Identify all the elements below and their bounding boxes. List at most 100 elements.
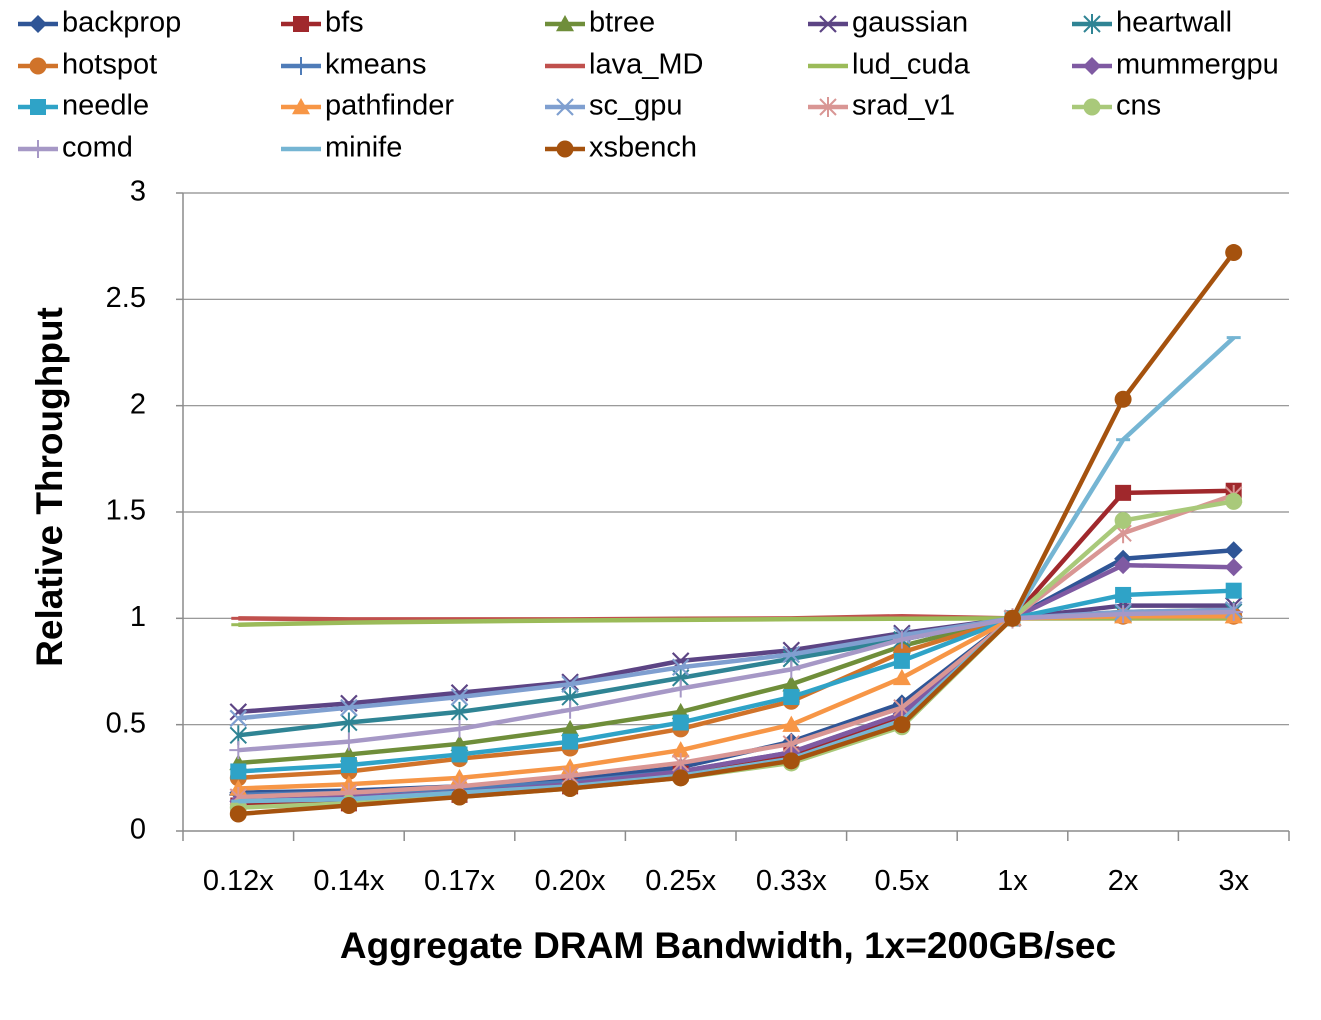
legend: backprop bfs btree gaussian heartwall hotspot…	[18, 7, 1279, 164]
y-tick-label: 3	[130, 176, 146, 208]
data-point-comd	[561, 700, 580, 719]
x-tick-label: 0.12x	[203, 865, 274, 897]
x-tick-label: 0.14x	[313, 865, 384, 897]
legend-item-pathfinder: pathfinder	[281, 90, 454, 122]
legend-marker	[1083, 57, 1101, 75]
y-tick-label: 0.5	[106, 707, 146, 739]
legend-marker	[292, 57, 310, 75]
legend-label: backprop	[62, 7, 181, 39]
data-point-pathfinder	[671, 741, 690, 758]
data-point-xsbench	[672, 769, 690, 787]
data-point-xsbench	[893, 716, 911, 734]
legend-label: lava_MD	[589, 49, 703, 81]
series-line-comd	[238, 609, 1234, 753]
legend-item-heartwall: heartwall	[1072, 7, 1232, 39]
data-point-comd	[450, 719, 469, 738]
series-line-backprop	[238, 548, 1234, 795]
legend-item-srad_v1: srad_v1	[808, 90, 955, 122]
legend-item-lava_MD: lava_MD	[545, 49, 703, 81]
series-line-bfs	[238, 488, 1234, 808]
series-line-gaussian	[238, 603, 1234, 715]
legend-label: sc_gpu	[589, 90, 683, 122]
x-axis-title: Aggregate DRAM Bandwidth, 1x=200GB/sec	[340, 925, 1116, 966]
legend-marker	[1083, 14, 1101, 34]
x-tick-label: 1x	[997, 865, 1028, 897]
legend-item-mummergpu: mummergpu	[1072, 49, 1279, 81]
data-point-needle	[893, 652, 910, 669]
data-point-needle	[783, 689, 800, 706]
data-point-xsbench	[561, 779, 579, 797]
data-point-cns	[1225, 492, 1243, 510]
legend-marker	[293, 16, 309, 32]
series-line-srad_v1	[238, 492, 1235, 800]
legend-label: btree	[589, 7, 655, 39]
data-point-needle	[672, 714, 689, 731]
series-line-btree	[238, 607, 1234, 766]
data-point-needle	[1225, 582, 1242, 599]
x-tick-label: 0.17x	[424, 865, 495, 897]
data-point-needle	[230, 763, 247, 780]
legend-item-btree: btree	[545, 7, 655, 39]
data-point-comd	[1224, 602, 1243, 621]
data-point-heartwall	[450, 701, 469, 722]
data-point-sc_gpu	[561, 675, 579, 694]
y-tick-label: 0	[130, 814, 146, 846]
legend-label: minife	[325, 132, 402, 164]
series-xsbench	[229, 244, 1243, 823]
legend-item-lud_cuda: lud_cuda	[808, 49, 971, 81]
series-minife	[231, 335, 1241, 804]
legend-marker	[556, 98, 574, 116]
data-point-comd	[1114, 605, 1133, 624]
legend-label: lud_cuda	[852, 49, 971, 81]
data-point-sc_gpu	[340, 698, 358, 717]
data-point-heartwall	[340, 712, 358, 733]
legend-marker	[29, 57, 47, 75]
legend-item-cns: cns	[1072, 90, 1161, 122]
legend-marker	[30, 99, 46, 115]
data-point-xsbench	[1004, 609, 1021, 627]
series-line-sc_gpu	[238, 607, 1234, 721]
data-point-sc_gpu	[229, 709, 248, 728]
data-point-sc_gpu	[782, 645, 801, 664]
data-point-comd	[782, 660, 801, 679]
data-point-comd	[339, 732, 358, 751]
data-point-xsbench	[229, 805, 247, 823]
series-group	[229, 244, 1243, 823]
legend-label: kmeans	[325, 49, 427, 81]
series-line-needle	[238, 588, 1234, 774]
legend-item-gaussian: gaussian	[808, 7, 968, 39]
data-point-needle	[340, 757, 357, 774]
data-point-xsbench	[782, 752, 800, 770]
y-tick-label: 1	[130, 601, 146, 633]
data-point-comd	[671, 679, 690, 698]
data-point-btree	[782, 675, 801, 692]
data-point-comd	[229, 741, 248, 760]
x-tick-label: 0.5x	[874, 865, 929, 897]
legend-marker	[556, 140, 574, 158]
data-point-comd	[892, 630, 911, 649]
y-tick-label: 2.5	[106, 282, 146, 314]
legend-label: hotspot	[62, 49, 157, 81]
data-point-bfs	[1115, 484, 1132, 501]
data-point-srad_v1	[782, 733, 801, 754]
legend-label: srad_v1	[852, 90, 955, 122]
data-point-xsbench	[1114, 390, 1132, 408]
legend-marker	[29, 140, 47, 158]
x-tick-label: 2x	[1108, 865, 1139, 897]
legend-item-needle: needle	[18, 90, 149, 122]
data-point-needle	[1115, 586, 1132, 603]
legend-marker	[819, 15, 837, 33]
x-tick-label: 3x	[1218, 865, 1249, 897]
legend-label: needle	[62, 90, 149, 122]
data-point-needle	[562, 733, 579, 750]
legend-marker	[29, 15, 47, 33]
legend-label: xsbench	[589, 132, 697, 164]
gridlines	[183, 192, 1289, 726]
legend-marker	[819, 97, 837, 117]
legend-marker	[1083, 98, 1101, 116]
legend-marker	[292, 98, 310, 115]
x-tick-label: 0.25x	[645, 865, 716, 897]
data-point-pathfinder	[892, 668, 911, 686]
legend-label: pathfinder	[325, 90, 454, 122]
